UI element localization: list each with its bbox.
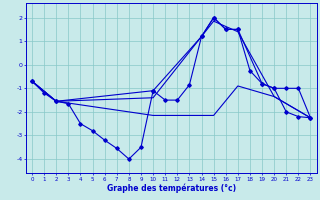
- X-axis label: Graphe des températures (°c): Graphe des températures (°c): [107, 183, 236, 193]
